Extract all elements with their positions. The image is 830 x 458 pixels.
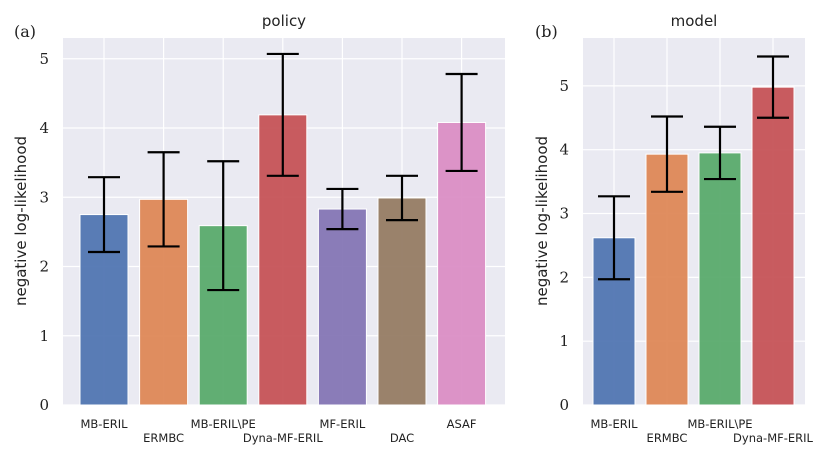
y-tick-label: 2 [559, 268, 569, 286]
bar-mb-eril [79, 214, 129, 406]
model-title: model [671, 12, 718, 30]
y-tick-label: 3 [559, 205, 569, 223]
y-tick-label: 4 [559, 141, 569, 159]
y-tick-label: 4 [39, 119, 49, 137]
category-label: MB-ERIL\PE [191, 417, 256, 431]
bar-mb-eril-pe [698, 152, 742, 406]
category-label: DAC [390, 431, 414, 445]
category-label: MF-ERIL [320, 417, 366, 431]
model-y-axis-label: negative log-likelihood [533, 136, 551, 306]
category-label: ERMBC [143, 431, 184, 445]
y-tick-label: 3 [39, 188, 49, 206]
category-label: Dyna-MF-ERIL [733, 431, 813, 445]
bar-ermbc [645, 153, 689, 406]
category-label: Dyna-MF-ERIL [243, 431, 323, 445]
bar-dac [377, 197, 427, 406]
category-label: ERMBC [647, 431, 688, 445]
category-label: MB-ERIL [80, 417, 128, 431]
policy-y-axis-label: negative log-likelihood [12, 136, 30, 306]
bar-dyna-mf-eril [751, 86, 795, 406]
model-y-ticks: 0 1 2 3 4 5 [559, 77, 569, 414]
policy-error-bars [88, 52, 478, 292]
bar-mb-eril-pe [198, 225, 248, 406]
y-tick-label: 1 [559, 332, 569, 350]
y-tick-label: 5 [39, 50, 49, 68]
model-bars [592, 86, 795, 406]
category-label: ASAF [447, 417, 477, 431]
model-panel: 0 1 2 3 4 5 MB-ERIL ERMBCMB-ERIL\PEDyna-MF-ERI… [533, 12, 814, 445]
policy-y-ticks: 0 1 2 3 4 5 [39, 50, 49, 414]
category-label: MB-ERIL [590, 417, 638, 431]
y-tick-label: 5 [559, 77, 569, 95]
y-tick-label: 1 [39, 327, 49, 345]
model-error-bars [598, 55, 789, 281]
y-tick-label: 2 [39, 258, 49, 276]
category-label: MB-ERIL\PE [687, 417, 752, 431]
y-tick-label: 0 [39, 396, 49, 414]
policy-category-labels: MB-ERIL ERMBC MB-ERIL\PEDyna-MF-ERILMF-ERI… [80, 417, 476, 445]
panel-label-a: (a) [14, 22, 36, 41]
y-tick-label: 0 [559, 396, 569, 414]
policy-title: policy [262, 12, 306, 30]
panel-label-b: (b) [535, 22, 558, 41]
bar-mf-eril [317, 208, 367, 406]
policy-panel: 0 1 2 3 4 5 MB-ERIL ERMBC MB-ERIL\PEDyna-MF-ERI… [12, 12, 505, 445]
